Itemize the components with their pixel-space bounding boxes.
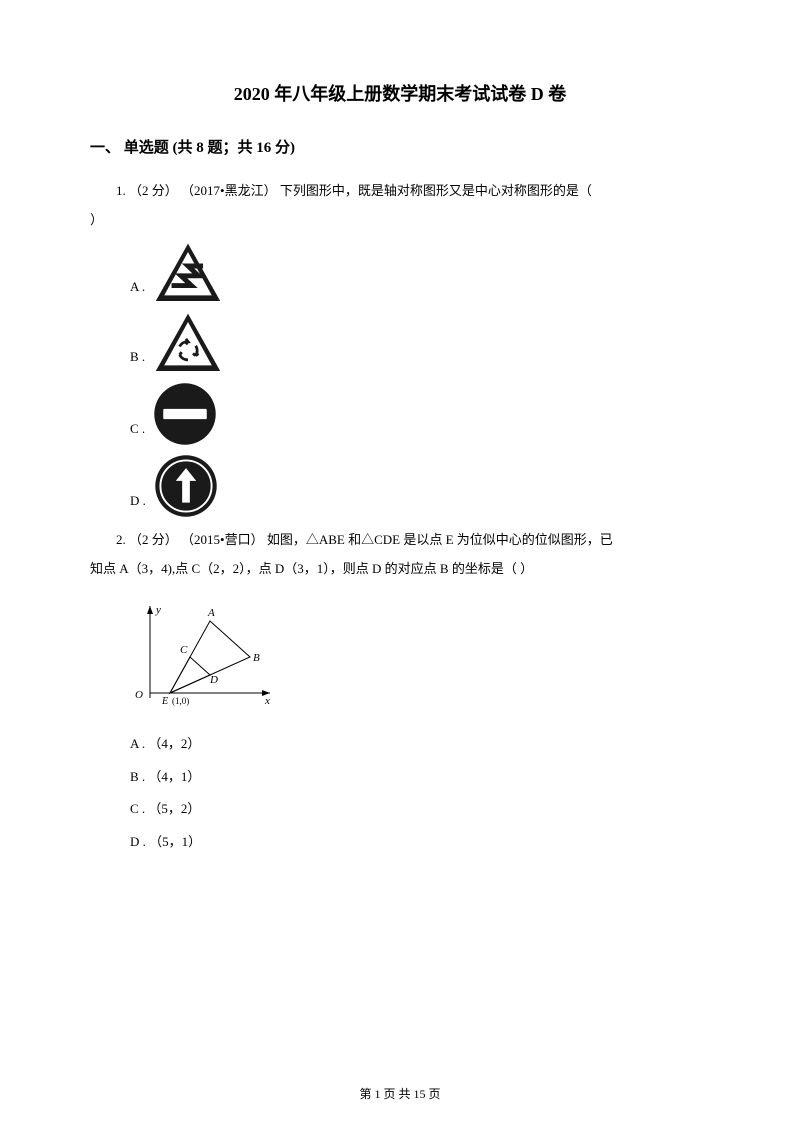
q1-text: 1. （2 分） （2017•黑龙江） 下列图形中，既是轴对称图形又是中心对称图… [90,177,710,206]
svg-text:B: B [253,652,260,664]
q1-option-c: C . [130,382,710,446]
question-1: 1. （2 分） （2017•黑龙江） 下列图形中，既是轴对称图形又是中心对称图… [90,177,710,518]
q1-optD-label: D . [130,491,146,511]
q1-option-b: B . [130,312,710,374]
q1-body: 下列图形中，既是轴对称图形又是中心对称图形的是（ [280,183,592,198]
svg-text:E: E [161,696,168,707]
q1-points: （2 分） [129,183,178,198]
q2-option-a: A . （4，2） [130,728,710,761]
q2-text-line1: 2. （2 分） （2015•营口） 如图，△ABE 和△CDE 是以点 E 为… [90,526,710,555]
circle-minus-icon [153,382,217,446]
page-footer: 第 1 页 共 15 页 [0,1085,800,1102]
triangle-zigzag-icon [153,242,223,304]
svg-text:y: y [155,604,161,616]
q2-points: （2 分） [129,532,178,547]
q1-optA-label: A . [130,277,145,297]
q2-option-c: C . （5，2） [130,793,710,826]
triangle-recycle-icon [153,312,223,374]
section-heading: 一、 单选题 (共 8 题；共 16 分) [90,136,710,157]
svg-text:A: A [207,607,215,619]
q1-source: （2017•黑龙江） [181,183,277,198]
svg-text:D: D [209,674,218,686]
q1-option-a: A . [130,242,710,304]
svg-text:C: C [180,644,188,656]
q2-option-d: D . （5，1） [130,826,710,859]
q1-number: 1. [116,183,126,198]
question-2: 2. （2 分） （2015•营口） 如图，△ABE 和△CDE 是以点 E 为… [90,526,710,858]
svg-text:(1,0): (1,0) [172,696,189,706]
q1-optB-label: B . [130,347,145,367]
q2-source: （2015•营口） [181,532,264,547]
q2-number: 2. [116,532,126,547]
q1-optC-label: C . [130,419,145,439]
svg-text:O: O [135,689,143,701]
circle-arrow-up-icon [154,454,218,518]
exam-title: 2020 年八年级上册数学期末考试试卷 D 卷 [90,80,710,106]
q2-option-b: B . （4，1） [130,761,710,794]
q1-option-d: D . [130,454,710,518]
coordinate-diagram: O y x E (1,0) A B C D [130,598,275,708]
svg-text:x: x [264,695,270,707]
q2-body1: 如图，△ABE 和△CDE 是以点 E 为位似中心的位似图形，已 [267,532,613,547]
q1-close: ） [90,206,710,235]
q2-text-line2: 知点 A（3，4),点 C（2，2），点 D（3，1），则点 D 的对应点 B … [90,555,710,584]
